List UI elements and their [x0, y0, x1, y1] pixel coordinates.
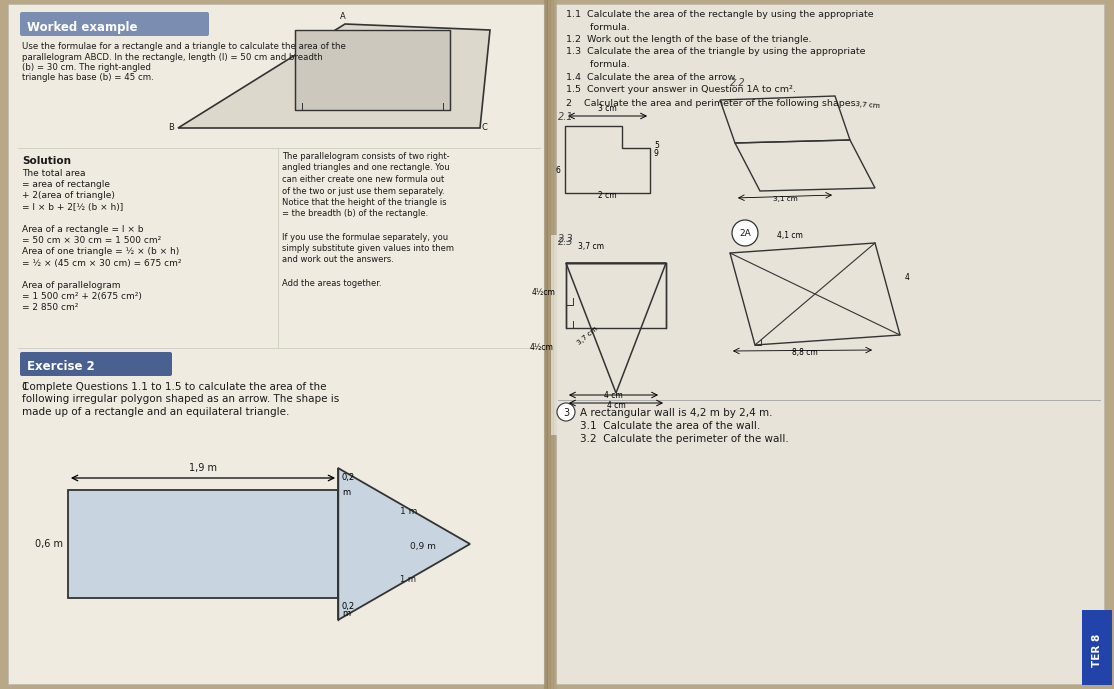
Text: Complete Questions 1.1 to 1.5 to calculate the area of the: Complete Questions 1.1 to 1.5 to calcula…: [22, 382, 326, 392]
Text: 0,9 m: 0,9 m: [410, 542, 436, 551]
Text: 1.3  Calculate the area of the triangle by using the appropriate: 1.3 Calculate the area of the triangle b…: [566, 48, 866, 56]
Text: Solution: Solution: [22, 156, 71, 166]
Text: Notice that the height of the triangle is: Notice that the height of the triangle i…: [282, 198, 447, 207]
Text: formula.: formula.: [566, 23, 629, 32]
Text: 3,1 cm: 3,1 cm: [773, 196, 798, 202]
Text: and work out the answers.: and work out the answers.: [282, 256, 394, 265]
Text: 4½cm: 4½cm: [532, 288, 556, 297]
Text: formula.: formula.: [566, 60, 629, 69]
Text: 1 m: 1 m: [400, 507, 418, 516]
Text: = ½ × (45 cm × 30 cm) = 675 cm²: = ½ × (45 cm × 30 cm) = 675 cm²: [22, 258, 182, 267]
Text: 5: 5: [654, 141, 658, 150]
FancyBboxPatch shape: [551, 235, 701, 435]
Text: 2    Calculate the area and perimeter of the following shapes: 2 Calculate the area and perimeter of th…: [566, 99, 856, 108]
FancyBboxPatch shape: [20, 12, 209, 36]
Text: = 50 cm × 30 cm = 1 500 cm²: = 50 cm × 30 cm = 1 500 cm²: [22, 236, 162, 245]
Text: 4 cm: 4 cm: [604, 391, 623, 400]
Text: 2 cm: 2 cm: [598, 191, 616, 200]
Text: The total area: The total area: [22, 169, 86, 178]
Text: The parallelogram consists of two right-: The parallelogram consists of two right-: [282, 152, 450, 161]
Text: = 1 500 cm² + 2(675 cm²): = 1 500 cm² + 2(675 cm²): [22, 292, 141, 301]
Text: triangle has base (b) = 45 cm.: triangle has base (b) = 45 cm.: [22, 74, 154, 83]
Text: following irregular polygon shaped as an arrow. The shape is: following irregular polygon shaped as an…: [22, 395, 340, 404]
Text: Worked example: Worked example: [27, 21, 137, 34]
Text: Add the areas together.: Add the areas together.: [282, 278, 382, 287]
Polygon shape: [295, 30, 450, 110]
Text: 1.1  Calculate the area of the rectangle by using the appropriate: 1.1 Calculate the area of the rectangle …: [566, 10, 873, 19]
Text: 2.3: 2.3: [558, 237, 574, 247]
Text: made up of a rectangle and an equilateral triangle.: made up of a rectangle and an equilatera…: [22, 407, 290, 417]
Text: 2.3: 2.3: [558, 234, 574, 244]
Text: 0,2: 0,2: [342, 602, 355, 611]
Text: 2.1: 2.1: [558, 112, 574, 122]
Text: Exercise 2: Exercise 2: [27, 360, 95, 373]
Polygon shape: [178, 24, 490, 128]
Text: 0,2: 0,2: [342, 473, 355, 482]
Text: A: A: [340, 12, 345, 21]
Text: Area of one triangle = ½ × (b × h): Area of one triangle = ½ × (b × h): [22, 247, 179, 256]
Circle shape: [557, 403, 575, 421]
Text: = l × b + 2[½ (b × h)]: = l × b + 2[½ (b × h)]: [22, 203, 124, 212]
Text: m: m: [342, 609, 350, 618]
Text: 4 cm: 4 cm: [607, 401, 625, 410]
Text: 2.2: 2.2: [730, 78, 745, 88]
Text: 3.1  Calculate the area of the wall.: 3.1 Calculate the area of the wall.: [580, 421, 760, 431]
Text: 4: 4: [905, 273, 910, 282]
Text: = 2 850 cm²: = 2 850 cm²: [22, 303, 78, 312]
Text: TER 8: TER 8: [1092, 633, 1102, 667]
Text: angled triangles and one rectangle. You: angled triangles and one rectangle. You: [282, 163, 450, 172]
Polygon shape: [338, 468, 470, 620]
Text: of the two or just use them separately.: of the two or just use them separately.: [282, 187, 444, 196]
Text: 3,7 cm: 3,7 cm: [577, 325, 599, 346]
Text: 0,6 m: 0,6 m: [35, 539, 63, 549]
Text: 3,7 cm: 3,7 cm: [856, 101, 880, 109]
Text: + 2(area of triangle): + 2(area of triangle): [22, 192, 115, 200]
Text: If you use the formulae separately, you: If you use the formulae separately, you: [282, 232, 448, 242]
Text: 2A: 2A: [739, 229, 751, 238]
Text: parallelogram ABCD. In the rectangle, length (l) = 50 cm and breadth: parallelogram ABCD. In the rectangle, le…: [22, 52, 323, 61]
Text: = area of rectangle: = area of rectangle: [22, 181, 110, 189]
Text: 3: 3: [563, 408, 569, 418]
Text: 3,7 cm: 3,7 cm: [578, 242, 604, 251]
Text: 1: 1: [22, 382, 29, 392]
Text: 1.2  Work out the length of the base of the triangle.: 1.2 Work out the length of the base of t…: [566, 35, 811, 44]
Text: C: C: [482, 123, 488, 132]
Text: can either create one new formula out: can either create one new formula out: [282, 175, 444, 184]
FancyBboxPatch shape: [20, 352, 172, 376]
Circle shape: [732, 220, 758, 246]
Text: A rectangular wall is 4,2 m by 2,4 m.: A rectangular wall is 4,2 m by 2,4 m.: [580, 408, 772, 418]
Text: = the breadth (b) of the rectangle.: = the breadth (b) of the rectangle.: [282, 209, 428, 218]
Text: Area of parallelogram: Area of parallelogram: [22, 281, 120, 290]
Text: 4½cm: 4½cm: [530, 343, 554, 352]
Text: 3 cm: 3 cm: [597, 104, 616, 113]
Text: (b) = 30 cm. The right-angled: (b) = 30 cm. The right-angled: [22, 63, 150, 72]
FancyBboxPatch shape: [8, 4, 544, 684]
FancyBboxPatch shape: [68, 490, 338, 598]
Text: 6: 6: [555, 166, 560, 175]
Text: m: m: [342, 488, 350, 497]
Text: simply substitute given values into them: simply substitute given values into them: [282, 244, 455, 253]
Text: 1.4  Calculate the area of the arrow.: 1.4 Calculate the area of the arrow.: [566, 72, 737, 81]
Text: 1,9 m: 1,9 m: [189, 463, 217, 473]
FancyBboxPatch shape: [556, 4, 1104, 684]
Text: B: B: [168, 123, 174, 132]
Text: 1.5  Convert your answer in Question 1A to cm².: 1.5 Convert your answer in Question 1A t…: [566, 85, 795, 94]
Text: 3.2  Calculate the perimeter of the wall.: 3.2 Calculate the perimeter of the wall.: [580, 434, 789, 444]
Text: Use the formulae for a rectangle and a triangle to calculate the area of the: Use the formulae for a rectangle and a t…: [22, 42, 345, 51]
Text: Area of a rectangle = l × b: Area of a rectangle = l × b: [22, 225, 144, 234]
Text: 9: 9: [654, 149, 658, 158]
FancyBboxPatch shape: [1082, 610, 1112, 685]
Text: 8,8 cm: 8,8 cm: [792, 348, 818, 357]
Text: 4,1 cm: 4,1 cm: [778, 231, 803, 240]
Text: 1 m: 1 m: [400, 575, 416, 584]
